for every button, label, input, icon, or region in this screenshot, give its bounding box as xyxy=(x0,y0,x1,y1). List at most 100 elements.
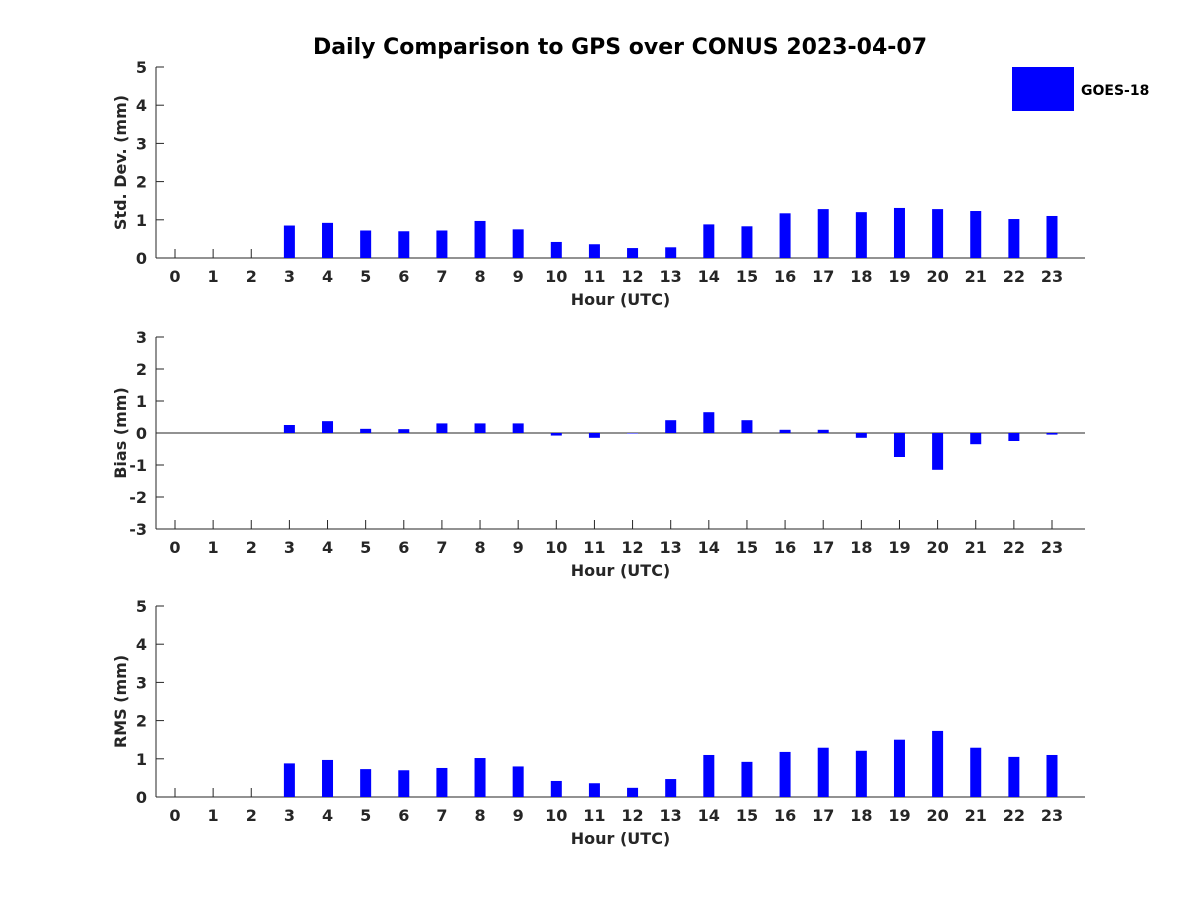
bar-hour-20 xyxy=(932,209,944,258)
bar-hour-23 xyxy=(1046,215,1058,258)
bar-hour-10 xyxy=(550,241,562,258)
x-tick-label: 15 xyxy=(736,538,758,557)
bar-hour-7 xyxy=(436,423,448,433)
x-tick-label: 7 xyxy=(436,806,447,825)
bar-hour-16 xyxy=(779,429,791,433)
bar-hour-7 xyxy=(436,230,448,258)
y-tick-label: 0 xyxy=(136,788,147,807)
bar-hour-12 xyxy=(627,433,639,434)
x-tick-label: 8 xyxy=(474,538,485,557)
y-tick-label: 3 xyxy=(136,134,147,153)
bar-hour-17 xyxy=(817,209,829,258)
bar-hour-16 xyxy=(779,213,791,258)
x-tick-label: 3 xyxy=(284,267,295,286)
bar-hour-3 xyxy=(283,425,295,433)
x-tick-label: 4 xyxy=(322,267,333,286)
x-tick-label: 3 xyxy=(284,806,295,825)
y-tick-label: 3 xyxy=(136,328,147,347)
bar-hour-21 xyxy=(970,433,982,445)
x-tick-label: 19 xyxy=(888,267,910,286)
x-tick-label: 19 xyxy=(888,806,910,825)
x-tick-label: 17 xyxy=(812,267,834,286)
bar-hour-15 xyxy=(741,226,753,258)
bar-hour-13 xyxy=(665,779,677,797)
y-tick-label: -2 xyxy=(129,488,147,507)
x-tick-label: 23 xyxy=(1041,267,1063,286)
x-tick-label: 4 xyxy=(322,538,333,557)
x-tick-label: 11 xyxy=(583,267,605,286)
x-tick-label: 17 xyxy=(812,806,834,825)
x-tick-label: 11 xyxy=(583,538,605,557)
bar-hour-11 xyxy=(588,433,600,438)
y-tick-label: 5 xyxy=(136,597,147,616)
y-tick-label: -1 xyxy=(129,456,147,475)
bar-hour-9 xyxy=(512,766,524,797)
y-tick-label: 0 xyxy=(136,249,147,268)
x-tick-label: 9 xyxy=(513,538,524,557)
x-tick-label: 5 xyxy=(360,267,371,286)
y-axis-label: RMS (mm) xyxy=(111,655,130,748)
bar-hour-18 xyxy=(855,433,867,438)
x-axis-label: Hour (UTC) xyxy=(571,290,671,309)
x-tick-label: 15 xyxy=(736,806,758,825)
bar-hour-21 xyxy=(970,747,982,797)
x-tick-label: 10 xyxy=(545,267,567,286)
legend-swatch xyxy=(1012,67,1074,111)
x-axis-label: Hour (UTC) xyxy=(571,829,671,848)
bar-hour-17 xyxy=(817,429,829,433)
bar-hour-17 xyxy=(817,747,829,797)
bar-hour-9 xyxy=(512,423,524,433)
x-tick-label: 22 xyxy=(1003,806,1025,825)
x-tick-label: 19 xyxy=(888,538,910,557)
x-tick-label: 9 xyxy=(513,267,524,286)
x-tick-label: 12 xyxy=(621,806,643,825)
x-tick-label: 2 xyxy=(246,267,257,286)
bar-hour-5 xyxy=(360,230,372,258)
legend-label: GOES-18 xyxy=(1081,83,1149,99)
x-tick-label: 21 xyxy=(965,267,987,286)
bar-hour-5 xyxy=(360,769,372,797)
x-tick-label: 18 xyxy=(850,538,872,557)
x-tick-label: 6 xyxy=(398,806,409,825)
x-tick-label: 1 xyxy=(208,538,219,557)
bar-hour-8 xyxy=(474,758,486,797)
y-tick-label: 0 xyxy=(136,424,147,443)
bar-hour-8 xyxy=(474,423,486,433)
bar-hour-12 xyxy=(627,248,639,258)
bar-hour-15 xyxy=(741,420,753,433)
bar-hour-23 xyxy=(1046,754,1058,797)
bar-hour-6 xyxy=(398,429,410,433)
bar-hour-8 xyxy=(474,220,486,258)
x-tick-label: 18 xyxy=(850,267,872,286)
y-tick-label: 2 xyxy=(136,360,147,379)
x-tick-label: 8 xyxy=(474,806,485,825)
x-tick-label: 11 xyxy=(583,806,605,825)
x-tick-label: 2 xyxy=(246,806,257,825)
y-tick-label: 3 xyxy=(136,673,147,692)
bar-hour-3 xyxy=(283,225,295,258)
x-tick-label: 2 xyxy=(246,538,257,557)
chart-title: Daily Comparison to GPS over CONUS 2023-… xyxy=(313,35,927,60)
bar-hour-4 xyxy=(322,421,334,433)
x-tick-label: 14 xyxy=(698,806,720,825)
y-tick-label: 1 xyxy=(136,211,147,230)
bar-hour-14 xyxy=(703,754,715,797)
bar-hour-16 xyxy=(779,751,791,797)
bar-hour-4 xyxy=(322,759,334,797)
x-tick-label: 20 xyxy=(926,267,948,286)
bar-hour-20 xyxy=(932,433,944,470)
bar-hour-18 xyxy=(855,750,867,797)
x-tick-label: 16 xyxy=(774,806,796,825)
bar-hour-3 xyxy=(283,763,295,797)
bar-hour-10 xyxy=(550,433,562,436)
bar-hour-19 xyxy=(893,207,905,258)
bar-hour-23 xyxy=(1046,433,1058,435)
y-tick-label: 1 xyxy=(136,392,147,411)
x-tick-label: 15 xyxy=(736,267,758,286)
